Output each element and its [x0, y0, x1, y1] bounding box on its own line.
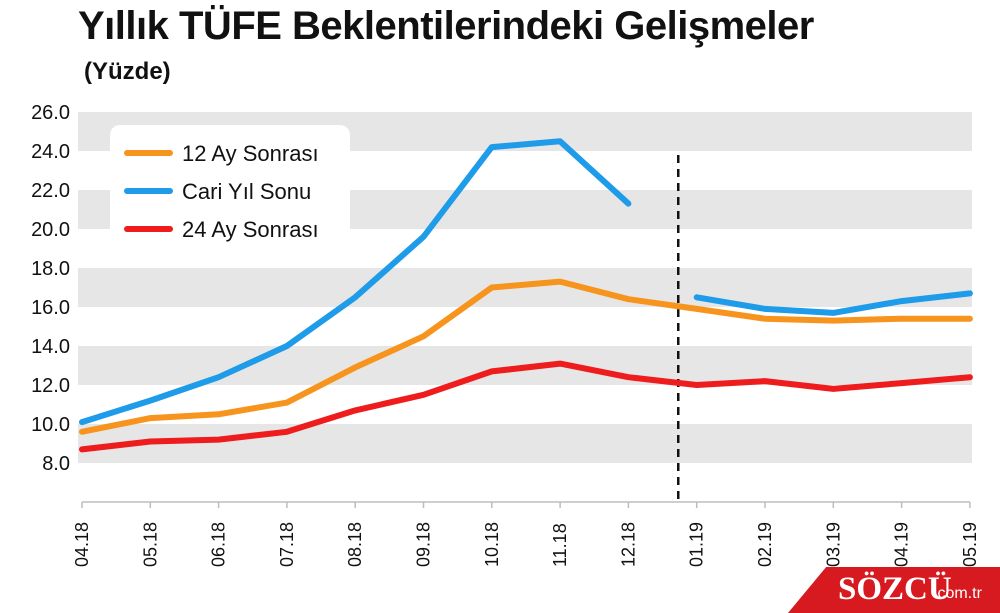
- logo-name: SÖZCÜ: [838, 571, 952, 607]
- y-tick-label: 26.0: [31, 102, 70, 124]
- y-tick-label: 8.0: [42, 453, 70, 475]
- y-tick-label: 14.0: [31, 336, 70, 358]
- x-tick-label: 02.19: [755, 522, 775, 567]
- y-axis-ticks: 8.0 10.0 12.0 14.0 16.0 18.0 20.0 22.0 24.0 26.0: [31, 102, 70, 475]
- y-tick-label: 10.0: [31, 414, 70, 436]
- x-tick-label: 10.18: [482, 522, 502, 567]
- logo-tld: .com.tr: [933, 585, 982, 602]
- x-tick-label: 04.19: [892, 522, 912, 567]
- series-lines: [79, 138, 973, 453]
- legend-label: 12 Ay Sonrası: [182, 141, 319, 166]
- x-tick-label: 06.18: [209, 522, 229, 567]
- grid-band: [78, 424, 972, 463]
- y-tick-label: 24.0: [31, 141, 70, 163]
- y-tick-label: 18.0: [31, 258, 70, 280]
- x-tick-label: 09.18: [414, 522, 434, 567]
- chart-subtitle: (Yüzde): [84, 58, 171, 85]
- series-line-cari-y-l-sonu: [79, 138, 632, 426]
- series-line-24-ay-sonras-: [79, 360, 973, 453]
- x-tick-label: 03.19: [823, 522, 843, 567]
- x-tick-label: 04.18: [72, 522, 92, 567]
- series-line-cari-y-l-sonu: [693, 290, 973, 316]
- y-tick-label: 12.0: [31, 375, 70, 397]
- legend-box: [110, 125, 350, 258]
- series-line-12-ay-sonras-: [79, 278, 973, 435]
- sozcu-logo: SÖZCÜ .com.tr: [788, 567, 1000, 613]
- legend-label: Cari Yıl Sonu: [182, 179, 311, 204]
- y-tick-label: 16.0: [31, 297, 70, 319]
- legend-label: 24 Ay Sonrası: [182, 217, 319, 242]
- x-tick-label: 08.18: [345, 522, 365, 567]
- x-tick-label: 05.18: [140, 522, 160, 567]
- x-tick-label: 12.18: [618, 522, 638, 567]
- legend: 12 Ay Sonrası Cari Yıl Sonu 24 Ay Sonrası: [110, 125, 350, 258]
- x-tick-label: 07.18: [277, 522, 297, 567]
- y-tick-label: 20.0: [31, 219, 70, 241]
- x-axis: 04.18 05.18 06.18 07.18 08.18 09.18 10.18 11.18…: [72, 501, 980, 567]
- x-tick-label: 05.19: [960, 522, 980, 567]
- chart-title: Yıllık TÜFE Beklentilerindeki Gelişmeler: [78, 4, 814, 48]
- y-tick-label: 22.0: [31, 180, 70, 202]
- x-tick-label: 01.19: [687, 522, 707, 567]
- x-tick-label: 11.18: [550, 523, 570, 567]
